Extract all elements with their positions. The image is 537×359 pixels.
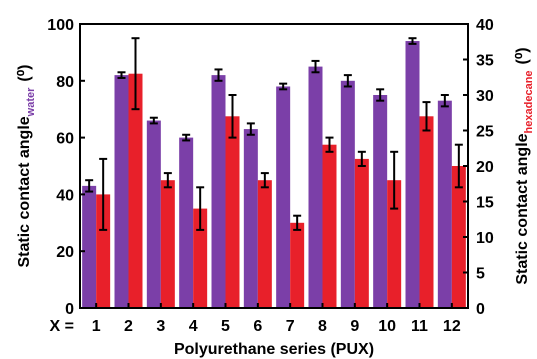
x-tick-label-2: 2: [124, 318, 133, 335]
x-tick-label-9: 9: [350, 318, 359, 335]
bar-hexadecane-1: [96, 194, 111, 308]
bar-water-7: [276, 86, 291, 308]
bar-hexadecane-9: [354, 158, 369, 308]
bar-water-8: [308, 66, 323, 308]
bar-hexadecane-12: [451, 166, 466, 308]
x-tick-label-1: 1: [92, 318, 101, 335]
y-left-tick-label-60: 60: [56, 131, 74, 148]
bar-hexadecane-6: [257, 180, 272, 308]
y-left-tick-label-0: 0: [65, 301, 74, 318]
bar-water-3: [146, 120, 161, 308]
bar-hexadecane-11: [419, 116, 434, 308]
x-tick-label-10: 10: [378, 318, 396, 335]
y-right-tick-label-10: 10: [476, 230, 494, 247]
x-tick-label-12: 12: [443, 318, 461, 335]
bar-water-10: [373, 95, 388, 308]
y-right-tick-label-20: 20: [476, 159, 494, 176]
x-tick-label-8: 8: [318, 318, 327, 335]
y-left-tick-label-20: 20: [56, 244, 74, 261]
bar-water-11: [405, 41, 420, 308]
bar-hexadecane-5: [225, 116, 240, 308]
x-prefix-label: X =: [50, 318, 74, 335]
bar-hexadecane-2: [128, 73, 143, 308]
bar-water-12: [437, 100, 452, 309]
y-right-title-unit: (⁰): [514, 47, 531, 64]
y-left-tick-label-40: 40: [56, 187, 74, 204]
x-tick-label-3: 3: [156, 318, 165, 335]
bar-hexadecane-7: [290, 222, 305, 308]
y-right-axis-title: Static contact anglehexadecane (⁰): [514, 47, 535, 284]
y-right-tick-label-35: 35: [476, 53, 494, 70]
x-tick-label-5: 5: [221, 318, 230, 335]
bar-hexadecane-8: [322, 144, 337, 308]
y-right-tick-label-5: 5: [476, 266, 485, 283]
x-tick-label-4: 4: [189, 318, 198, 335]
bar-water-5: [211, 75, 226, 309]
y-right-tick-label-0: 0: [476, 301, 485, 318]
bar-water-4: [179, 137, 194, 308]
bars-layer: [82, 41, 466, 309]
x-tick-label-6: 6: [253, 318, 262, 335]
bar-hexadecane-10: [387, 180, 402, 308]
y-left-axis-title: Static contact anglewater (⁰): [16, 65, 37, 268]
y-left-title-sub: water: [25, 87, 37, 117]
y-right-title-sub: hexadecane: [523, 70, 535, 133]
y-right-tick-label-40: 40: [476, 17, 494, 34]
bar-hexadecane-4: [193, 208, 208, 308]
bar-water-1: [82, 185, 97, 308]
bar-water-6: [243, 129, 258, 308]
bar-water-2: [114, 75, 129, 309]
y-right-tick-label-30: 30: [476, 88, 494, 105]
y-left-tick-label-100: 100: [47, 17, 74, 34]
y-right-tick-label-15: 15: [476, 195, 494, 212]
x-tick-label-7: 7: [286, 318, 295, 335]
y-left-title-unit: (⁰): [16, 65, 33, 82]
x-tick-label-11: 11: [411, 318, 428, 335]
y-left-tick-label-80: 80: [56, 74, 74, 91]
bar-hexadecane-3: [160, 180, 175, 308]
y-left-title-main: Static contact angle: [16, 116, 33, 267]
x-axis-title: Polyurethane series (PUX): [174, 341, 374, 358]
y-right-title-main: Static contact angle: [514, 133, 531, 284]
errorbars-layer: [85, 37, 463, 231]
y-right-tick-label-25: 25: [476, 124, 494, 141]
bar-water-9: [340, 80, 355, 308]
